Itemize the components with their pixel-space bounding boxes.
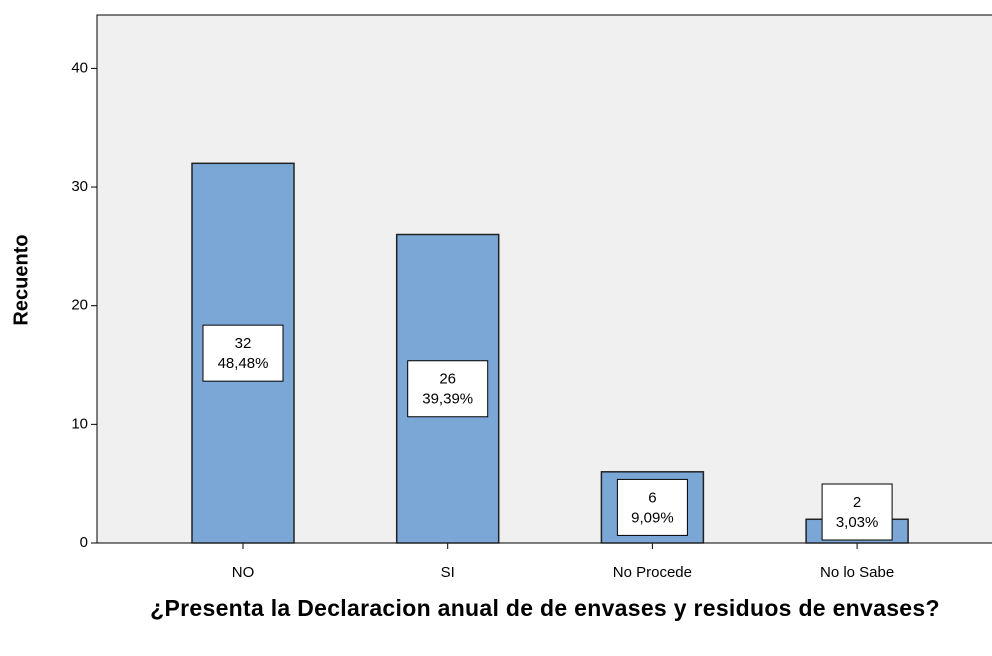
x-tick-label: NO xyxy=(232,564,255,581)
y-tick-label: 10 xyxy=(71,415,88,432)
x-axis-title: ¿Presenta la Declaracion anual de de env… xyxy=(150,595,940,621)
data-label-percent: 39,39% xyxy=(422,391,473,408)
data-label: 6 xyxy=(648,489,656,506)
data-label-box xyxy=(616,478,688,536)
data-label-percent: 48,48% xyxy=(218,355,269,372)
x-tick-label: No Procede xyxy=(613,564,692,581)
data-label-box xyxy=(407,360,489,418)
data-label-percent: 3,03% xyxy=(836,514,879,531)
data-label: 2 xyxy=(853,494,861,511)
data-label-box xyxy=(202,324,284,382)
y-tick-label: 40 xyxy=(71,59,88,76)
data-label-box xyxy=(821,483,893,541)
y-tick-label: 0 xyxy=(80,534,88,551)
data-label-percent: 9,09% xyxy=(631,509,674,526)
y-tick-label: 30 xyxy=(71,178,88,195)
x-tick-label: SI xyxy=(441,564,455,581)
y-axis-title: Recuento xyxy=(10,234,32,325)
x-tick-label: No lo Sabe xyxy=(820,564,894,581)
y-tick-label: 20 xyxy=(71,297,88,314)
data-label: 32 xyxy=(235,335,252,352)
data-label: 26 xyxy=(439,371,456,388)
